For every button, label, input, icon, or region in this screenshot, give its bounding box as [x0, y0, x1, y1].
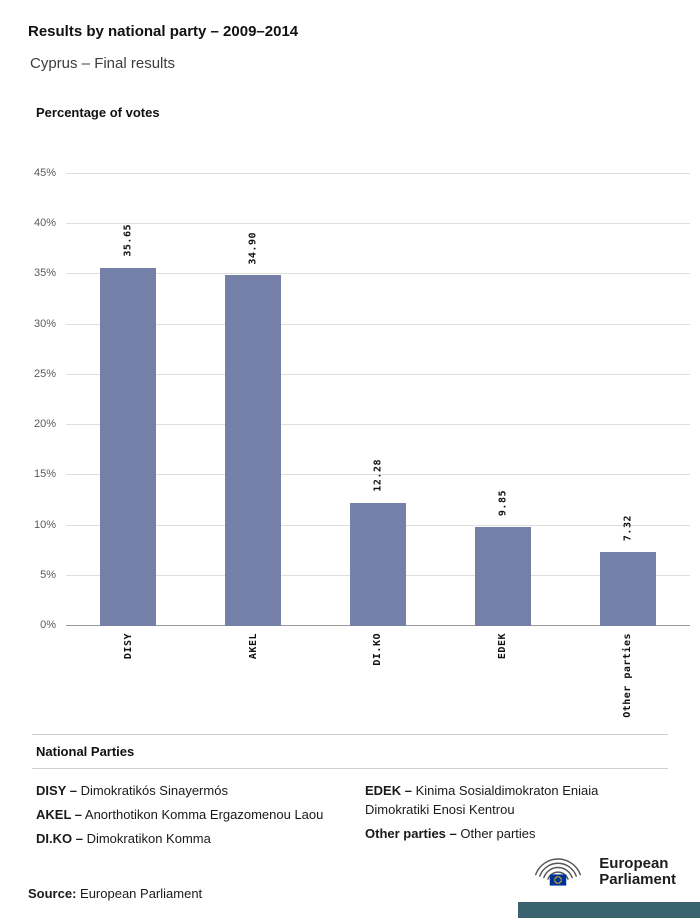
y-tick-label: 35%	[33, 267, 56, 280]
gridline-30: 30%	[34, 318, 690, 330]
bar-value: 7.32	[622, 515, 633, 546]
ep-logo: European Parliament	[525, 850, 676, 894]
gridline-40: 40%	[34, 217, 690, 229]
party-abbreviation: AKEL –	[36, 807, 82, 822]
ep-logo-text: European Parliament	[599, 856, 676, 888]
bar-column: 35.65	[66, 174, 191, 626]
brand-strip	[518, 902, 700, 918]
y-tick-label: 25%	[33, 367, 56, 380]
bar-value-label: 35.65	[122, 224, 134, 257]
eu-flag	[550, 874, 567, 886]
bar-column: 12.28	[316, 174, 441, 626]
gridline-35: 35%	[34, 267, 690, 279]
source-line: Source: European Parliament	[28, 885, 202, 902]
bar-column: 9.85	[440, 174, 565, 626]
gridline-15: 15%	[34, 468, 690, 480]
bar-akel	[225, 275, 282, 626]
x-tick: DI.KO	[316, 626, 441, 716]
party-abbreviation: Other parties –	[365, 826, 457, 841]
bar-value-label: 9.85	[497, 489, 509, 517]
bar-disy	[100, 267, 157, 626]
y-tick-label: 20%	[33, 418, 56, 431]
source-label: Source:	[28, 886, 77, 901]
bar-value: 34.90	[248, 232, 259, 270]
bar-value-label: 12.28	[372, 459, 384, 492]
legend-item: DISY – Dimokratikós Sinayermós	[36, 783, 228, 798]
party-abbreviation: DISY –	[36, 783, 77, 798]
eu-flag-stars	[554, 876, 563, 884]
x-tick-label: EDEK	[497, 633, 509, 660]
legend-item: Other parties – Other parties	[365, 826, 536, 841]
party-abbreviation: EDEK –	[365, 783, 412, 798]
chart-axis-title: Percentage of votes	[36, 105, 160, 120]
gridline-45: 45%	[34, 167, 690, 179]
bar-value: 12.28	[372, 459, 383, 497]
x-tick: Other parties	[565, 626, 690, 718]
page-subtitle: Cyprus – Final results	[30, 55, 176, 72]
y-tick-label: 10%	[33, 518, 56, 531]
x-tick: DISY	[66, 626, 191, 716]
x-tick-label: DISY	[122, 633, 134, 660]
bar-column: 34.90	[191, 174, 316, 626]
x-tick-label: DI.KO	[372, 633, 384, 666]
y-tick-label: 5%	[40, 568, 56, 581]
source-value: European Parliament	[80, 886, 203, 901]
gridline-25: 25%	[34, 368, 690, 380]
bars-layer: 35.65 34.90 12.28 9.85 7.32	[66, 174, 690, 626]
ep-hemicycle-icon	[535, 858, 582, 886]
x-tick-label: Other parties	[622, 633, 634, 718]
legend-column: DISY – Dimokratikós Sinayermós AKEL – Ano…	[36, 781, 335, 853]
bar-di-ko	[349, 502, 406, 626]
x-tick: EDEK	[440, 626, 565, 716]
y-tick-label: 45%	[33, 167, 56, 179]
gridline-20: 20%	[34, 418, 690, 430]
y-tick-label: 30%	[33, 317, 56, 330]
bar-value-label: 34.90	[247, 231, 259, 265]
bar-edek	[474, 527, 531, 626]
bar-value-label: 7.32	[622, 515, 634, 542]
bar-value: 35.65	[123, 224, 134, 262]
y-tick-label: 15%	[33, 468, 56, 481]
y-tick-label: 40%	[33, 217, 56, 230]
bar-column: 7.32	[565, 174, 690, 626]
x-tick-label: AKEL	[247, 633, 259, 660]
legend-item: DI.KO – Dimokratikon Komma	[36, 831, 211, 846]
logo-line2: Parliament	[599, 871, 676, 888]
x-axis-labels: DISY AKEL DI.KO EDEK Other parties	[66, 626, 690, 718]
y-tick-label: 0%	[40, 619, 56, 631]
page-title: Results by national party – 2009–2014	[28, 23, 299, 40]
legend-heading: National Parties	[32, 734, 668, 769]
legend-item: EDEK – Kinima Sosialdimokraton Eniaia Di…	[365, 783, 599, 817]
logo-line1: European	[599, 855, 669, 872]
legend-columns: DISY – Dimokratikós Sinayermós AKEL – Ano…	[32, 769, 668, 853]
x-tick: AKEL	[191, 626, 316, 716]
legend-section: National Parties DISY – Dimokratikós Sin…	[32, 734, 668, 853]
party-abbreviation: DI.KO –	[36, 831, 83, 846]
bar-value: 9.85	[497, 490, 508, 521]
legend-column: EDEK – Kinima Sosialdimokraton Eniaia Di…	[365, 781, 664, 853]
legend-item: AKEL – Anorthotikon Komma Ergazomenou La…	[36, 807, 324, 822]
bar-other-parties	[599, 552, 656, 626]
plot-area: 0% 5% 10% 15% 20% 25% 30% 35% 40% 45% 35.65 34.90 1…	[34, 167, 690, 631]
